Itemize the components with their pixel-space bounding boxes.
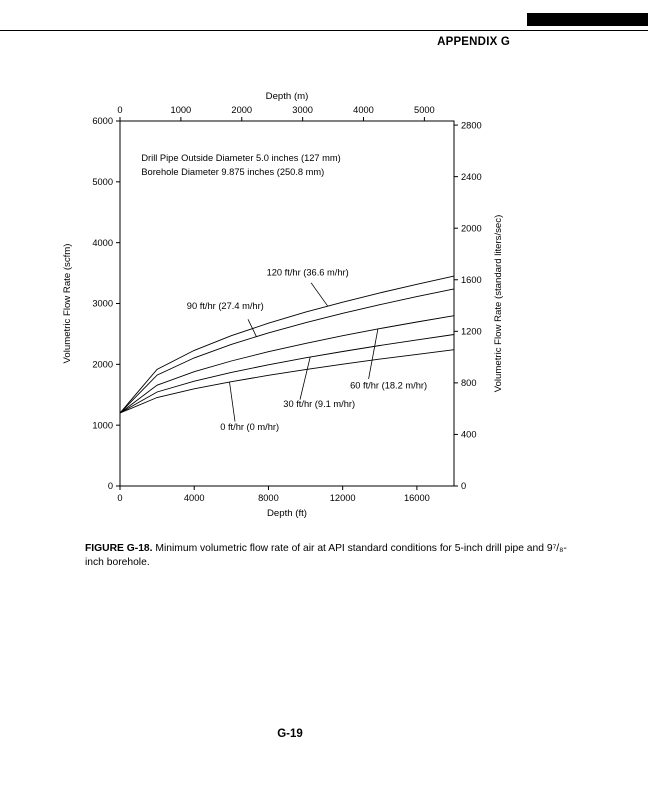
y-right-tick-label: 800 bbox=[461, 378, 477, 388]
y-right-tick-label: 400 bbox=[461, 430, 477, 440]
x-top-tick-label: 2000 bbox=[231, 105, 252, 115]
x-top-tick-label: 5000 bbox=[414, 105, 435, 115]
figure-caption-text: Minimum volumetric flow rate of air at A… bbox=[85, 543, 567, 568]
chart-curve bbox=[119, 315, 455, 414]
figure-g18: 0 4000 8000 12000 16000 Depth (ft) 0 1000 2000 30… bbox=[56, 88, 526, 538]
x-bottom-tick-label: 0 bbox=[117, 493, 122, 503]
y-right-tick-label: 0 bbox=[461, 481, 466, 491]
y-left-tick-label: 2000 bbox=[92, 360, 113, 370]
y-left-tick-label: 5000 bbox=[92, 177, 113, 187]
chart-annotation: Drill Pipe Outside Diameter 5.0 inches (… bbox=[141, 153, 340, 163]
x-bottom-tick-label: 8000 bbox=[258, 493, 279, 503]
y-left-axis-title: Volumetric Flow Rate (scfm) bbox=[62, 244, 73, 364]
curve-leader-line bbox=[299, 356, 311, 400]
curve-label: 120 ft/hr (36.6 m/hr) bbox=[267, 268, 349, 278]
y-right-axis-title: Volumetric Flow Rate (standard liters/se… bbox=[493, 215, 504, 393]
curve-label: 60 ft/hr (18.2 m/hr) bbox=[350, 381, 427, 391]
figure-caption-label: FIGURE G-18. bbox=[85, 543, 153, 554]
chart-curve bbox=[119, 349, 455, 414]
y-left-tick-label: 6000 bbox=[92, 116, 113, 126]
y-right-tick-label: 2000 bbox=[461, 223, 482, 233]
x-top-tick-label: 3000 bbox=[292, 105, 313, 115]
curve-leader-line bbox=[229, 381, 236, 422]
chart-curve bbox=[119, 288, 455, 414]
header-rule bbox=[0, 30, 648, 31]
curve-label: 30 ft/hr (9.1 m/hr) bbox=[283, 399, 355, 409]
y-right-tick-label: 1200 bbox=[461, 327, 482, 337]
chart-curve bbox=[119, 334, 455, 414]
figure-caption: FIGURE G-18. Minimum volumetric flow rat… bbox=[85, 542, 573, 570]
y-right-tick-label: 1600 bbox=[461, 275, 482, 285]
page-number: G-19 bbox=[277, 728, 303, 740]
x-top-tick-label: 4000 bbox=[353, 105, 374, 115]
y-left-tick-label: 4000 bbox=[92, 238, 113, 248]
y-left-tick-label: 0 bbox=[108, 481, 113, 491]
curve-label: 0 ft/hr (0 m/hr) bbox=[220, 422, 279, 432]
header-corner-bar bbox=[527, 13, 648, 26]
chart-curve bbox=[119, 275, 455, 414]
x-top-axis-title: Depth (m) bbox=[266, 91, 309, 102]
y-left-tick-label: 3000 bbox=[92, 299, 113, 309]
curve-leader-line bbox=[247, 319, 257, 337]
y-left-tick-label: 1000 bbox=[92, 420, 113, 430]
x-bottom-axis-title: Depth (ft) bbox=[267, 508, 307, 519]
x-top-tick-label: 1000 bbox=[171, 105, 192, 115]
x-bottom-tick-label: 4000 bbox=[184, 493, 205, 503]
x-top-tick-label: 0 bbox=[117, 105, 122, 115]
x-bottom-tick-label: 12000 bbox=[330, 493, 356, 503]
x-bottom-tick-label: 16000 bbox=[404, 493, 430, 503]
appendix-header: APPENDIX G bbox=[437, 36, 510, 48]
curve-leader-line bbox=[310, 282, 329, 307]
curve-leader-line bbox=[368, 328, 379, 379]
y-right-tick-label: 2800 bbox=[461, 120, 482, 130]
y-right-tick-label: 2400 bbox=[461, 172, 482, 182]
curve-label: 90 ft/hr (27.4 m/hr) bbox=[187, 301, 264, 311]
chart-annotation: Borehole Diameter 9.875 inches (250.8 mm… bbox=[141, 167, 324, 177]
